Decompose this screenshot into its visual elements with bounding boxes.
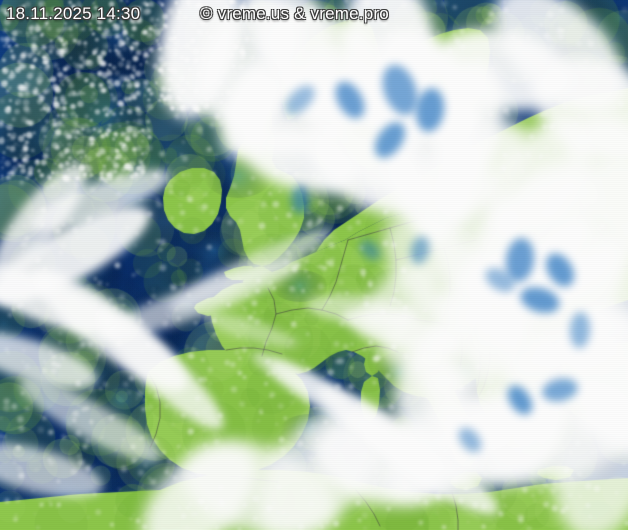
satellite-map-canvas[interactable] [0,0,628,530]
satellite-image-viewer[interactable]: 18.11.2025 14:30 © vreme.us & vreme.pro [0,0,628,530]
